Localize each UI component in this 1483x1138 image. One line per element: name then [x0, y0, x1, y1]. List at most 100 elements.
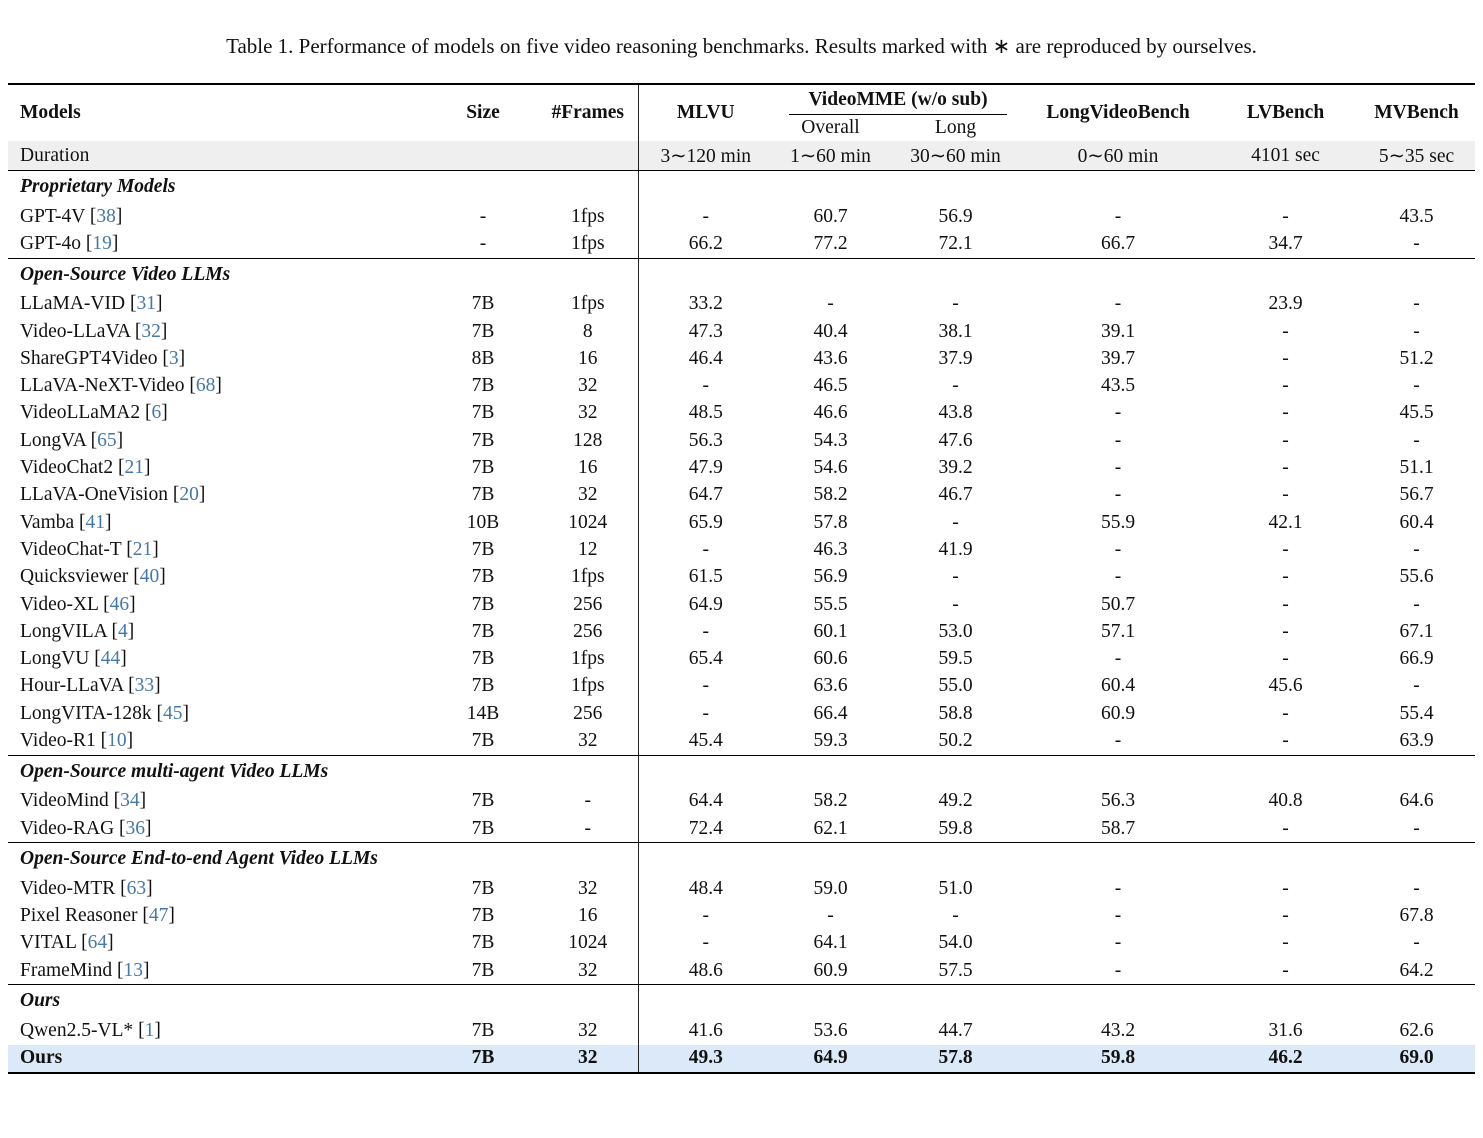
- citation-link[interactable]: 20: [179, 484, 199, 506]
- mvbench-cell: 67.8: [1399, 905, 1434, 927]
- lvbench-cell: -: [1282, 932, 1289, 954]
- duration-label: Duration: [8, 141, 639, 171]
- model-name: LongVU: [20, 648, 90, 670]
- videomme-long-cell: 56.9: [938, 205, 973, 227]
- lvbench-cell: -: [1282, 593, 1289, 615]
- size-cell: 7B: [471, 538, 495, 560]
- longvideobench-cell: 58.7: [1100, 817, 1136, 839]
- citation-link[interactable]: 65: [97, 429, 117, 451]
- citation-link[interactable]: 68: [195, 375, 216, 397]
- citation-link[interactable]: 1: [144, 1020, 155, 1042]
- section-header-row: Proprietary Models: [8, 170, 1476, 203]
- citation-bracket-close: ]: [155, 293, 163, 315]
- citation-link[interactable]: 21: [124, 457, 144, 479]
- longvideobench-cell: 55.9: [1100, 511, 1136, 533]
- citation-link[interactable]: 44: [100, 648, 121, 670]
- section-spacer: [638, 754, 1476, 788]
- table-caption: Table 1. Performance of models on five v…: [226, 34, 1257, 58]
- mvbench-cell: 66.9: [1399, 648, 1434, 670]
- videomme-overall-cell: 60.1: [813, 620, 848, 642]
- lvbench-cell: -: [1282, 620, 1289, 642]
- videomme-overall-cell: 64.9: [773, 1044, 888, 1074]
- citation-link[interactable]: 45: [163, 702, 183, 724]
- videomme-overall-cell: 60.7: [813, 205, 848, 227]
- longvideobench-cell: -: [1114, 429, 1122, 451]
- videomme-long-cell: -: [952, 375, 959, 397]
- model-name-cell: LongVA [65]: [8, 427, 428, 454]
- section-header-row: Open-Source End-to-end Agent Video LLMs: [8, 842, 1476, 876]
- citation-link[interactable]: 40: [139, 566, 160, 588]
- size-cell: 7B: [471, 905, 495, 927]
- citation-bracket-open: [: [89, 205, 97, 227]
- citation-link[interactable]: 38: [96, 205, 116, 227]
- table-row: LongVU [44] 7B 1fps 65.4 60.6 59.5 - - 66.9: [8, 645, 1475, 673]
- citation-bracket-close: ]: [105, 511, 112, 533]
- videomme-overall-cell: 40.4: [813, 320, 848, 342]
- citation-link[interactable]: 21: [132, 538, 153, 560]
- mvbench-cell: 45.5: [1399, 402, 1434, 424]
- citation-link[interactable]: 46: [109, 593, 130, 615]
- longvideobench-cell: -: [1114, 648, 1122, 670]
- frames-cell: 256: [538, 590, 639, 619]
- frames-cell: 32: [538, 727, 639, 756]
- citation-link[interactable]: 3: [168, 347, 179, 369]
- frames-cell: 32: [538, 372, 639, 400]
- citation-link[interactable]: 41: [85, 511, 106, 533]
- citation-link[interactable]: 19: [92, 232, 112, 254]
- lvbench-cell: -: [1282, 457, 1289, 479]
- citation-link[interactable]: 34: [120, 790, 140, 812]
- citation-link[interactable]: 33: [134, 675, 155, 697]
- model-name: GPT-4V: [20, 205, 86, 227]
- model-name: LongVILA: [20, 620, 107, 642]
- duration-long: 30∼60 min: [888, 141, 1024, 171]
- mvbench-cell: 43.5: [1399, 205, 1434, 227]
- citation-bracket-close: ]: [107, 932, 114, 954]
- citation-link[interactable]: 31: [136, 293, 156, 315]
- model-name: VideoMind: [20, 790, 109, 812]
- size-cell: 7B: [471, 1020, 495, 1042]
- videomme-long-cell: 59.5: [938, 648, 973, 670]
- mlvu-cell: 48.5: [688, 402, 723, 424]
- citation-link[interactable]: 36: [125, 817, 146, 839]
- model-name: LongVITA-128k: [20, 702, 152, 724]
- citation-bracket-open: [: [103, 593, 110, 615]
- table-row: Ours 7B 32 49.3 64.9 57.8 59.8 46.2 69.0: [8, 1044, 1476, 1074]
- column-header-mvbench: MVBench: [1374, 102, 1459, 123]
- frames-cell: 32: [538, 957, 639, 985]
- column-header-lvbench: LVBench: [1246, 102, 1325, 123]
- mlvu-cell: 65.4: [688, 648, 723, 670]
- lvbench-cell: 34.7: [1268, 232, 1303, 254]
- mvbench-cell: -: [1413, 593, 1420, 615]
- size-cell: 7B: [471, 402, 495, 424]
- mvbench-cell: -: [1413, 429, 1420, 451]
- citation-link[interactable]: 10: [107, 729, 127, 751]
- citation-link[interactable]: 4: [118, 620, 128, 642]
- model-name-cell: Ours: [8, 1044, 428, 1074]
- table-row: LLaVA-NeXT-Video [68] 7B 32 - 46.5 - 43.5 - -: [8, 372, 1475, 400]
- citation-link[interactable]: 64: [87, 932, 108, 954]
- mlvu-cell: 47.3: [688, 320, 723, 342]
- longvideobench-cell: 43.5: [1100, 375, 1136, 397]
- model-name-cell: Video-LLaVA [32]: [8, 318, 428, 345]
- citation-link[interactable]: 13: [123, 959, 143, 981]
- citation-bracket-open: [: [134, 320, 142, 342]
- videomme-overall-cell: 63.6: [813, 675, 848, 697]
- longvideobench-cell: -: [1114, 905, 1122, 927]
- size-cell: 7B: [471, 959, 495, 981]
- longvideobench-cell: -: [1114, 729, 1122, 751]
- videomme-overall-cell: 58.2: [813, 790, 848, 812]
- lvbench-cell: -: [1282, 959, 1289, 981]
- longvideobench-cell: -: [1114, 293, 1122, 315]
- citation-link[interactable]: 32: [141, 320, 161, 342]
- mlvu-cell: 61.5: [688, 566, 723, 588]
- citation-link[interactable]: 6: [151, 402, 162, 424]
- citation-link[interactable]: 47: [148, 905, 169, 927]
- duration-lvbench: 4101 sec: [1213, 141, 1359, 171]
- lvbench-cell: -: [1282, 484, 1289, 506]
- header-row-2: Overall Long: [8, 115, 1475, 141]
- table-head: Models Size #Frames MLVU VideoMME (w/o s…: [8, 84, 1476, 171]
- citation-link[interactable]: 63: [126, 877, 147, 899]
- longvideobench-cell: 39.1: [1100, 320, 1136, 342]
- videomme-long-cell: 37.9: [938, 347, 973, 369]
- citation-bracket-close: ]: [160, 320, 168, 342]
